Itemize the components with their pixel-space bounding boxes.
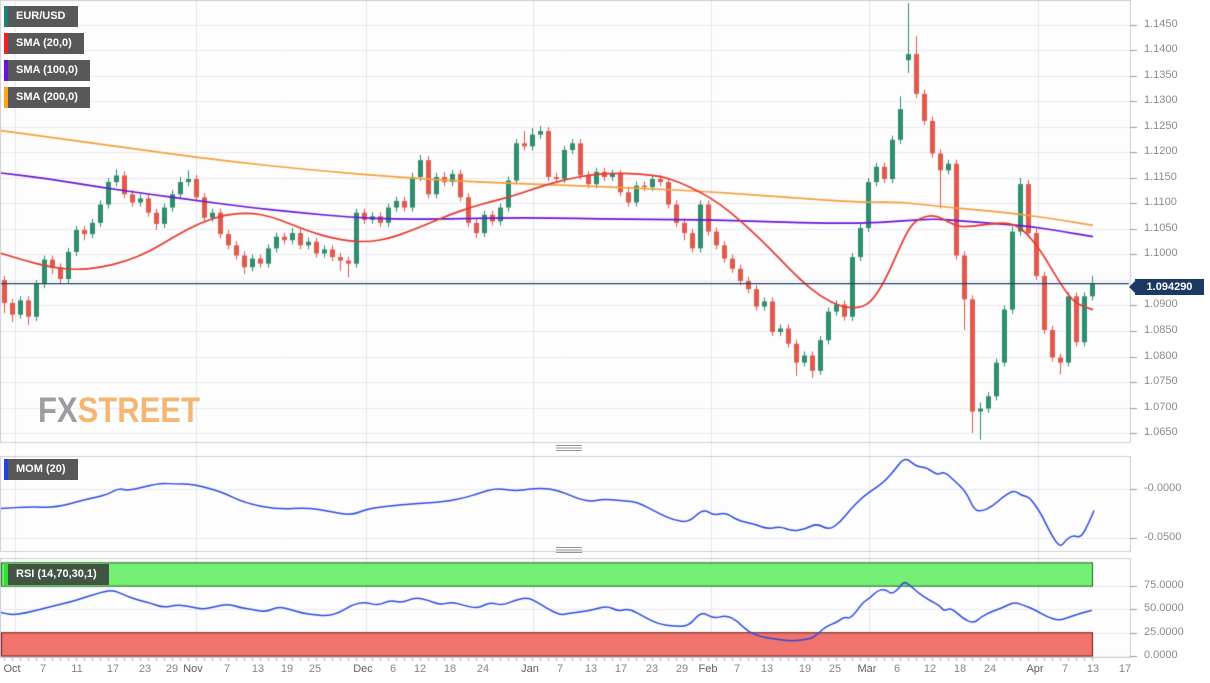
price-tick-label: 1.1400 [1144, 43, 1178, 56]
date-label: Nov [183, 663, 203, 675]
date-label: 17 [106, 663, 120, 675]
date-label: 7 [733, 663, 741, 675]
date-label: 25 [828, 663, 842, 675]
pair-accent-icon [4, 6, 8, 27]
rsi-accent-icon [4, 564, 8, 585]
sma100-label: SMA (100,0) [16, 64, 78, 76]
date-label: 13 [584, 663, 598, 675]
price-tick-label: 1.0900 [1144, 298, 1178, 311]
date-label: 19 [798, 663, 812, 675]
mom-accent-icon [4, 459, 8, 480]
date-label: 6 [389, 663, 397, 675]
rsi-tick-label: 25.0000 [1144, 625, 1184, 638]
date-label: Jan [521, 663, 539, 675]
date-label: 11 [71, 663, 83, 675]
date-label: Mar [857, 663, 877, 675]
date-label: 29 [675, 663, 689, 675]
price-tick-label: 1.0850 [1144, 324, 1178, 336]
date-label: 17 [614, 663, 628, 675]
date-label: 23 [138, 663, 152, 675]
date-label: 13 [1086, 663, 1100, 675]
mom-tick-label: -0.0500 [1144, 530, 1182, 543]
sma20-label: SMA (20,0) [16, 37, 72, 49]
legend-sma20[interactable]: SMA (20,0) [4, 33, 84, 54]
rsi-label: RSI (14,70,30,1) [16, 568, 97, 580]
date-label: Oct [3, 663, 21, 675]
price-tick-label: 1.0650 [1144, 426, 1178, 438]
price-tick-label: 1.1250 [1144, 119, 1178, 132]
price-tick-label: 1.1350 [1144, 68, 1178, 81]
watermark-fx: FX [38, 390, 78, 431]
sma100-accent-icon [4, 60, 8, 81]
date-label: Dec [353, 663, 373, 675]
price-tick-label: 1.1100 [1144, 196, 1177, 209]
legend-pair[interactable]: EUR/USD [4, 6, 78, 27]
date-label: 24 [983, 663, 997, 675]
sma200-accent-icon [4, 87, 8, 108]
price-tick-label: 1.0750 [1144, 375, 1178, 387]
watermark-street: STREET [77, 390, 200, 431]
mom-label: MOM (20) [16, 463, 66, 475]
rsi-tick-label: 0.0000 [1144, 649, 1178, 662]
price-tick-label: 1.1300 [1144, 94, 1178, 107]
date-label: 18 [953, 663, 967, 675]
date-label: 12 [923, 663, 937, 675]
panel-resize-handle-mom[interactable] [556, 445, 582, 453]
price-tick-label: 1.1200 [1144, 145, 1178, 158]
date-label: 23 [645, 663, 659, 675]
date-label: 13 [251, 663, 265, 675]
panel-resize-handle-rsi[interactable] [556, 547, 582, 555]
price-tick-label: 1.1050 [1144, 221, 1178, 234]
date-label: Apr [1026, 663, 1044, 675]
last-price-badge: 1.094290 [1129, 279, 1204, 295]
date-label: 7 [556, 663, 564, 675]
date-label: 7 [223, 663, 231, 675]
date-label: Feb [698, 663, 718, 675]
price-tick-label: 1.0700 [1144, 400, 1178, 413]
date-label: 7 [1061, 663, 1069, 675]
date-label: 25 [308, 663, 322, 675]
date-label: 29 [165, 663, 179, 675]
price-tick-label: 1.1000 [1144, 247, 1178, 260]
date-label: 17 [1118, 663, 1132, 675]
date-label: 19 [280, 663, 294, 675]
sma200-label: SMA (200,0) [16, 91, 78, 103]
pair-label: EUR/USD [16, 10, 66, 22]
date-label: 18 [443, 663, 457, 675]
legend-mom[interactable]: MOM (20) [4, 459, 78, 480]
legend-rsi[interactable]: RSI (14,70,30,1) [4, 564, 109, 585]
date-label: 6 [893, 663, 901, 675]
mom-tick-label: -0.0000 [1144, 482, 1182, 494]
price-tick-label: 1.1450 [1144, 17, 1178, 30]
date-label: 12 [413, 663, 427, 675]
date-label: 13 [760, 663, 774, 675]
rsi-tick-label: 75.0000 [1144, 579, 1184, 592]
legend-sma200[interactable]: SMA (200,0) [4, 87, 90, 108]
rsi-tick-label: 50.0000 [1144, 602, 1184, 615]
price-tick-label: 1.0800 [1144, 349, 1178, 362]
sma20-accent-icon [4, 33, 8, 54]
date-label: 7 [39, 663, 47, 675]
date-label: 24 [476, 663, 490, 675]
price-tick-label: 1.1150 [1144, 170, 1177, 183]
fxstreet-watermark: FXSTREET [38, 390, 200, 431]
legend-sma100[interactable]: SMA (100,0) [4, 60, 90, 81]
